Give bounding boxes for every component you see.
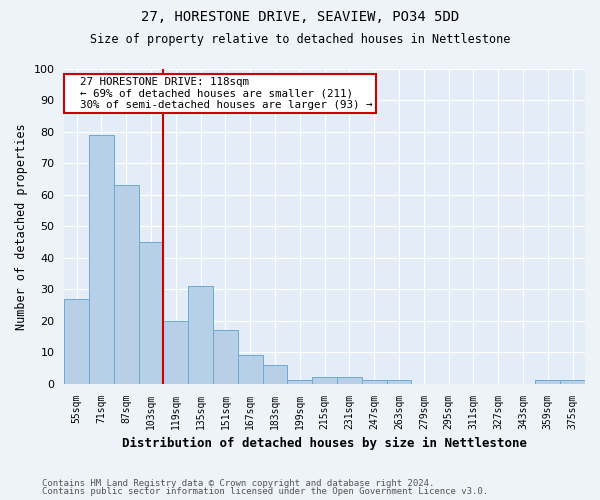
Bar — [263, 364, 287, 384]
Bar — [287, 380, 312, 384]
Bar — [535, 380, 560, 384]
Bar — [139, 242, 163, 384]
Bar — [188, 286, 213, 384]
Bar — [163, 320, 188, 384]
Text: 27 HORESTONE DRIVE: 118sqm
  ← 69% of detached houses are smaller (211)
  30% of: 27 HORESTONE DRIVE: 118sqm ← 69% of deta… — [67, 77, 373, 110]
Bar — [560, 380, 585, 384]
Text: 27, HORESTONE DRIVE, SEAVIEW, PO34 5DD: 27, HORESTONE DRIVE, SEAVIEW, PO34 5DD — [141, 10, 459, 24]
Bar — [337, 378, 362, 384]
Text: Contains public sector information licensed under the Open Government Licence v3: Contains public sector information licen… — [42, 487, 488, 496]
Bar — [238, 356, 263, 384]
Text: Size of property relative to detached houses in Nettlestone: Size of property relative to detached ho… — [90, 32, 510, 46]
Bar — [362, 380, 386, 384]
Bar — [213, 330, 238, 384]
Bar — [386, 380, 412, 384]
Text: Contains HM Land Registry data © Crown copyright and database right 2024.: Contains HM Land Registry data © Crown c… — [42, 478, 434, 488]
Bar — [64, 298, 89, 384]
Y-axis label: Number of detached properties: Number of detached properties — [15, 123, 28, 330]
Bar — [89, 135, 114, 384]
Bar — [114, 186, 139, 384]
X-axis label: Distribution of detached houses by size in Nettlestone: Distribution of detached houses by size … — [122, 437, 527, 450]
Bar — [312, 378, 337, 384]
